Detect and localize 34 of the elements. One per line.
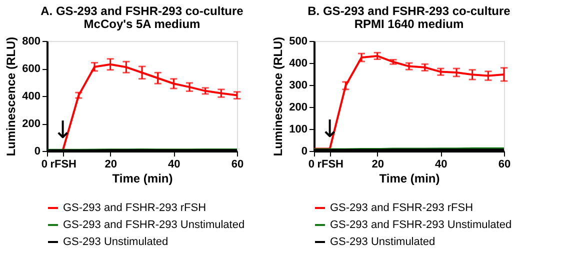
- y-tick-label: 100: [289, 124, 308, 136]
- x-axis-title: Time (min): [112, 172, 173, 186]
- y-axis-title: Luminescence (RLU): [4, 36, 18, 156]
- x-tick-label: 40: [435, 158, 448, 170]
- y-tick-label: 800: [22, 36, 40, 48]
- legend-label: GS-293 and FSHR-293 rFSH: [63, 202, 206, 214]
- chart-subtitle: RPMI 1640 medium: [354, 17, 464, 31]
- y-tick-label: 0: [34, 146, 40, 158]
- x-tick-label: rFSH: [50, 158, 77, 170]
- y-tick-label: 600: [22, 63, 40, 75]
- x-tick-label: 20: [104, 158, 117, 170]
- chart-subtitle: McCoy's 5A medium: [84, 17, 200, 31]
- y-tick-label: 0: [301, 146, 308, 158]
- y-axis-title: Luminescence (RLU): [271, 36, 286, 156]
- chart-title: A. GS-293 and FSHR-293 co-culture: [40, 4, 244, 18]
- legend-label: GS-293 and FSHR-293 Unstimulated: [330, 219, 512, 231]
- y-tick-label: 200: [22, 118, 40, 130]
- legend-label: GS-293 and FSHR-293 Unstimulated: [63, 219, 245, 231]
- legend-label: GS-293 and FSHR-293 rFSH: [330, 202, 474, 214]
- y-tick-label: 300: [289, 80, 308, 92]
- x-tick-label: 20: [372, 158, 384, 170]
- y-tick-label: 200: [289, 102, 308, 114]
- chart-title: B. GS-293 and FSHR-293 co-culture: [308, 4, 511, 18]
- y-tick-label: 500: [289, 36, 308, 48]
- annotation: ↓: [52, 116, 73, 144]
- y-tick-label: 400: [22, 90, 40, 102]
- x-axis-title: Time (min): [379, 172, 440, 186]
- x-tick-label: 60: [498, 158, 511, 170]
- legend-label: GS-293 Unstimulated: [330, 236, 436, 248]
- x-tick-label: 40: [168, 158, 180, 170]
- x-tick-label: rFSH: [317, 158, 344, 170]
- y-tick-label: 400: [289, 58, 308, 70]
- x-tick-label: 60: [231, 158, 244, 170]
- legend-label: GS-293 Unstimulated: [63, 236, 168, 248]
